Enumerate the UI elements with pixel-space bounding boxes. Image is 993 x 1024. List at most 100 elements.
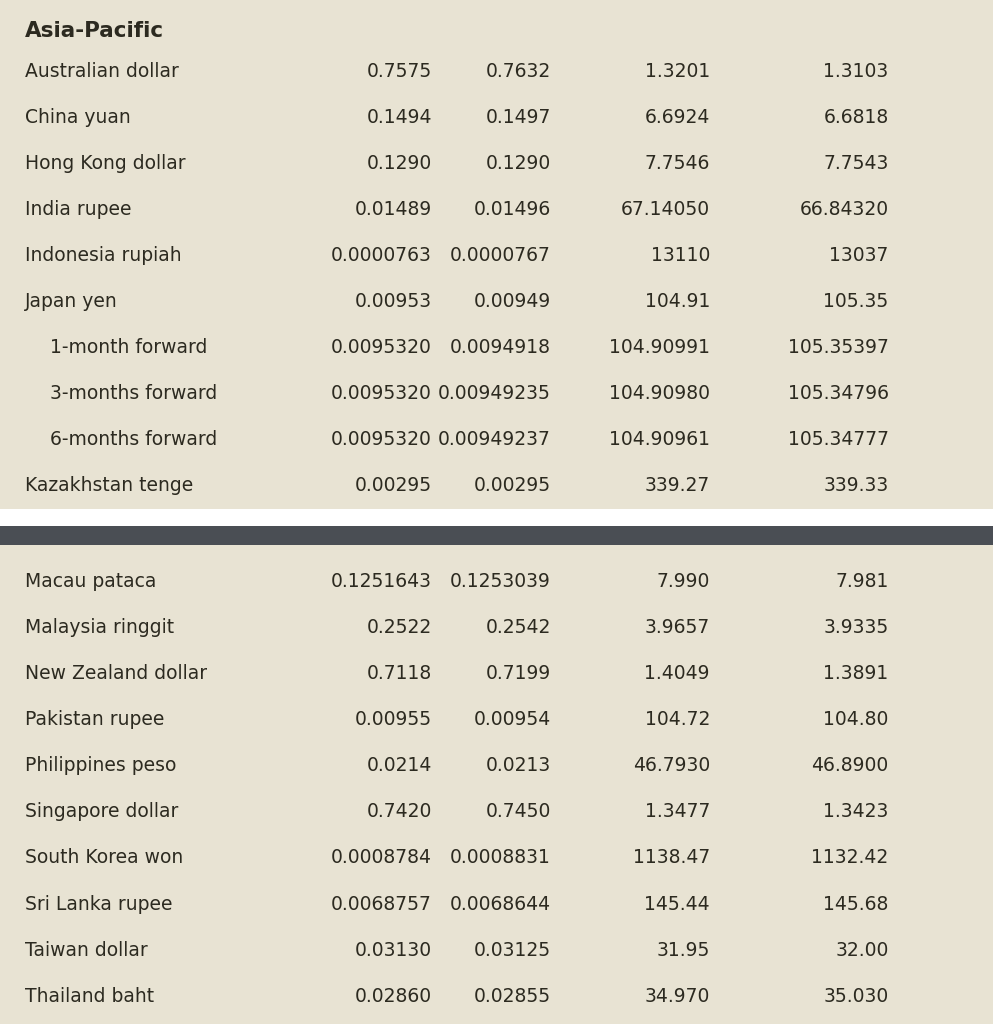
Text: 0.00295: 0.00295 — [474, 476, 551, 496]
Text: India rupee: India rupee — [25, 200, 131, 219]
Text: 46.7930: 46.7930 — [633, 757, 710, 775]
Text: 7.7546: 7.7546 — [644, 154, 710, 173]
Text: 0.02860: 0.02860 — [355, 987, 432, 1006]
Text: Thailand baht: Thailand baht — [25, 987, 154, 1006]
Text: 0.7450: 0.7450 — [486, 803, 551, 821]
Text: 6.6818: 6.6818 — [823, 109, 889, 127]
Text: 0.03125: 0.03125 — [474, 941, 551, 959]
Text: 67.14050: 67.14050 — [621, 200, 710, 219]
Text: 7.981: 7.981 — [835, 572, 889, 591]
Text: 0.1290: 0.1290 — [486, 154, 551, 173]
Text: 1.4049: 1.4049 — [644, 665, 710, 683]
Text: 0.7199: 0.7199 — [486, 665, 551, 683]
Text: 0.00949235: 0.00949235 — [438, 384, 551, 403]
Text: 104.90991: 104.90991 — [609, 338, 710, 357]
Text: 1-month forward: 1-month forward — [50, 338, 207, 357]
Text: 0.0095320: 0.0095320 — [331, 384, 432, 403]
Bar — [0, 526, 993, 546]
Text: Indonesia rupiah: Indonesia rupiah — [25, 246, 182, 265]
Text: 0.0213: 0.0213 — [486, 757, 551, 775]
Text: 105.35: 105.35 — [823, 292, 889, 311]
Text: 1.3201: 1.3201 — [644, 62, 710, 81]
Text: 3.9335: 3.9335 — [823, 618, 889, 637]
Text: 0.0068757: 0.0068757 — [331, 895, 432, 913]
Text: 0.00953: 0.00953 — [355, 292, 432, 311]
Text: 339.27: 339.27 — [644, 476, 710, 496]
Text: 0.01489: 0.01489 — [355, 200, 432, 219]
Text: 0.1251643: 0.1251643 — [331, 572, 432, 591]
Text: 0.7632: 0.7632 — [486, 62, 551, 81]
Text: Japan yen: Japan yen — [25, 292, 117, 311]
Text: 3-months forward: 3-months forward — [50, 384, 216, 403]
Text: 35.030: 35.030 — [823, 987, 889, 1006]
Text: 0.00954: 0.00954 — [474, 711, 551, 729]
Text: 0.0094918: 0.0094918 — [450, 338, 551, 357]
Text: Hong Kong dollar: Hong Kong dollar — [25, 154, 186, 173]
Text: 3.9657: 3.9657 — [644, 618, 710, 637]
Text: South Korea won: South Korea won — [25, 849, 183, 867]
Text: 1132.42: 1132.42 — [811, 849, 889, 867]
Text: 0.0000767: 0.0000767 — [450, 246, 551, 265]
Text: Malaysia ringgit: Malaysia ringgit — [25, 618, 174, 637]
Text: 1.3477: 1.3477 — [644, 803, 710, 821]
Text: 0.00949237: 0.00949237 — [438, 430, 551, 450]
Text: China yuan: China yuan — [25, 109, 130, 127]
Text: 105.34777: 105.34777 — [787, 430, 889, 450]
Text: 0.00949: 0.00949 — [474, 292, 551, 311]
Text: 104.90980: 104.90980 — [609, 384, 710, 403]
Text: 66.84320: 66.84320 — [799, 200, 889, 219]
Text: 145.68: 145.68 — [823, 895, 889, 913]
Text: 13037: 13037 — [829, 246, 889, 265]
Text: 104.80: 104.80 — [823, 711, 889, 729]
Text: Sri Lanka rupee: Sri Lanka rupee — [25, 895, 173, 913]
Text: 0.0000763: 0.0000763 — [331, 246, 432, 265]
Text: Asia-Pacific: Asia-Pacific — [25, 20, 164, 41]
Text: 0.7575: 0.7575 — [366, 62, 432, 81]
Text: 0.02855: 0.02855 — [474, 987, 551, 1006]
Text: 1.3103: 1.3103 — [823, 62, 889, 81]
Text: 0.1494: 0.1494 — [366, 109, 432, 127]
Text: 0.1497: 0.1497 — [486, 109, 551, 127]
Text: Macau pataca: Macau pataca — [25, 572, 156, 591]
Text: 339.33: 339.33 — [823, 476, 889, 496]
Text: Philippines peso: Philippines peso — [25, 757, 176, 775]
Text: Kazakhstan tenge: Kazakhstan tenge — [25, 476, 193, 496]
Text: 0.0008784: 0.0008784 — [331, 849, 432, 867]
Text: 145.44: 145.44 — [644, 895, 710, 913]
Text: 105.34796: 105.34796 — [787, 384, 889, 403]
Text: 0.0068644: 0.0068644 — [450, 895, 551, 913]
Text: 1.3891: 1.3891 — [823, 665, 889, 683]
Text: 104.91: 104.91 — [644, 292, 710, 311]
Text: 0.1290: 0.1290 — [366, 154, 432, 173]
Text: Australian dollar: Australian dollar — [25, 62, 179, 81]
Text: 0.00955: 0.00955 — [355, 711, 432, 729]
Text: Taiwan dollar: Taiwan dollar — [25, 941, 148, 959]
Text: 0.00295: 0.00295 — [355, 476, 432, 496]
Text: 0.7420: 0.7420 — [366, 803, 432, 821]
Text: 0.01496: 0.01496 — [474, 200, 551, 219]
Text: 6-months forward: 6-months forward — [50, 430, 216, 450]
Bar — [0, 509, 993, 526]
Text: New Zealand dollar: New Zealand dollar — [25, 665, 207, 683]
Text: 1138.47: 1138.47 — [633, 849, 710, 867]
Text: 6.6924: 6.6924 — [644, 109, 710, 127]
Text: 1.3423: 1.3423 — [823, 803, 889, 821]
Text: 0.03130: 0.03130 — [355, 941, 432, 959]
Text: 7.990: 7.990 — [656, 572, 710, 591]
Text: 13110: 13110 — [650, 246, 710, 265]
Text: 105.35397: 105.35397 — [787, 338, 889, 357]
Text: 31.95: 31.95 — [656, 941, 710, 959]
Text: 0.7118: 0.7118 — [366, 665, 432, 683]
Text: 0.1253039: 0.1253039 — [450, 572, 551, 591]
Text: 0.0214: 0.0214 — [366, 757, 432, 775]
Text: Singapore dollar: Singapore dollar — [25, 803, 178, 821]
Text: 34.970: 34.970 — [644, 987, 710, 1006]
Text: Pakistan rupee: Pakistan rupee — [25, 711, 164, 729]
Text: 104.90961: 104.90961 — [609, 430, 710, 450]
Text: 32.00: 32.00 — [835, 941, 889, 959]
Text: 0.0095320: 0.0095320 — [331, 430, 432, 450]
Text: 7.7543: 7.7543 — [823, 154, 889, 173]
Text: 0.2522: 0.2522 — [366, 618, 432, 637]
Text: 46.8900: 46.8900 — [811, 757, 889, 775]
Text: 0.2542: 0.2542 — [486, 618, 551, 637]
